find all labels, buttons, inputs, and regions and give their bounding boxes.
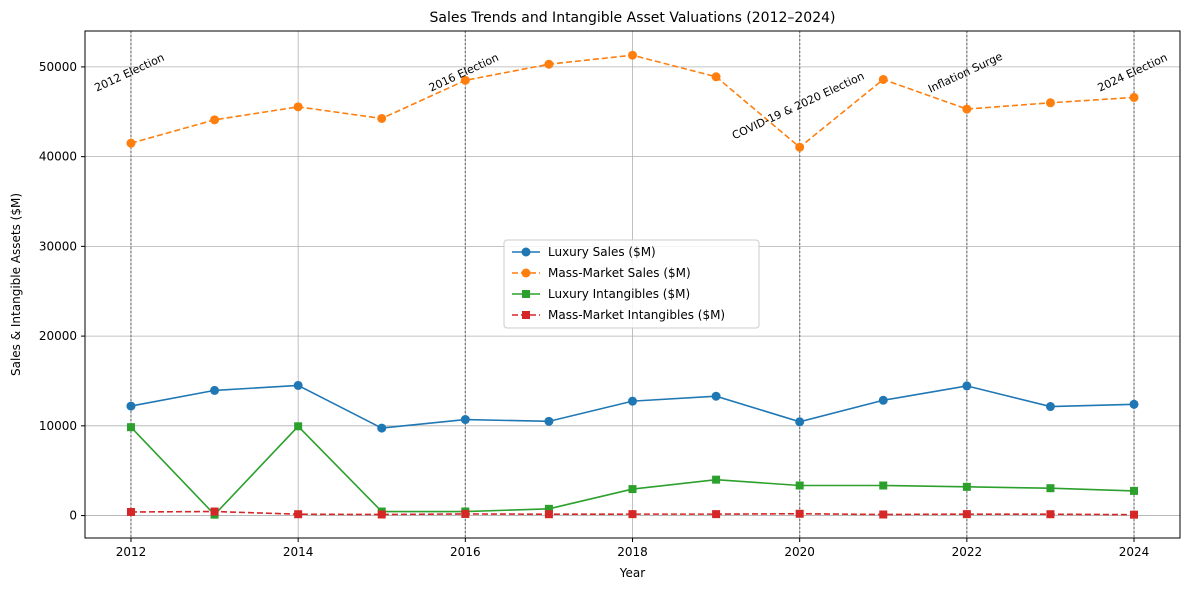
data-point	[377, 113, 387, 123]
data-point	[795, 142, 805, 152]
data-point	[126, 507, 135, 516]
data-point	[1129, 399, 1139, 409]
data-point	[126, 423, 135, 432]
series-layer	[126, 50, 1139, 519]
chart-title: Sales Trends and Intangible Asset Valuat…	[430, 10, 836, 26]
data-point	[460, 75, 470, 85]
legend-entry-label: Mass-Market Intangibles ($M)	[548, 308, 725, 322]
data-point	[1045, 402, 1055, 412]
data-point	[878, 395, 888, 405]
y-axis-label: Sales & Intangible Assets ($M)	[9, 193, 23, 376]
data-point	[1129, 92, 1139, 102]
data-point	[544, 59, 554, 69]
annotation-lines-layer	[130, 31, 1135, 538]
data-point	[962, 381, 972, 391]
legend-entry-label: Luxury Sales ($M)	[548, 245, 656, 259]
data-point	[544, 510, 553, 519]
data-point	[1046, 484, 1055, 493]
x-tick-label: 2014	[283, 545, 314, 559]
data-point	[711, 391, 721, 401]
y-tick-label: 20000	[39, 329, 77, 343]
x-axis-label: Year	[619, 566, 645, 580]
data-point	[460, 415, 470, 425]
legend-box	[503, 239, 760, 329]
data-point	[1130, 510, 1139, 519]
data-point	[461, 509, 470, 518]
x-tick-label: 2024	[1119, 545, 1150, 559]
legend-swatch-marker	[522, 290, 530, 298]
data-point	[210, 507, 219, 516]
axis-ticks-layer: 2012 2014 2016 2018 2020 2022 2024 0 10000 20000 3…	[39, 60, 1149, 559]
data-point	[210, 115, 220, 125]
data-point	[795, 509, 804, 518]
data-point	[210, 385, 220, 395]
legend-swatch-marker	[521, 268, 531, 278]
x-tick-label: 2012	[116, 545, 147, 559]
data-point	[962, 482, 971, 491]
data-point	[1045, 98, 1055, 108]
data-point	[628, 396, 637, 406]
data-point	[126, 401, 136, 411]
data-point	[879, 510, 888, 519]
data-point	[878, 74, 888, 84]
series-0	[126, 380, 1139, 433]
data-point	[879, 481, 888, 490]
data-point	[544, 504, 553, 513]
y-tick-label: 50000	[39, 60, 77, 74]
data-point	[294, 422, 303, 431]
legend: Luxury Sales ($M) Mass-Market Sales ($M) L…	[503, 239, 760, 329]
data-point	[377, 423, 387, 433]
data-point	[377, 510, 386, 519]
data-point	[1130, 486, 1139, 495]
legend-entry-label: Luxury Intangibles ($M)	[548, 287, 690, 301]
legend-swatch-marker	[522, 311, 530, 319]
data-point	[294, 510, 303, 519]
x-tick-label: 2018	[617, 545, 648, 559]
series-3	[126, 507, 1139, 519]
x-tick-label: 2020	[784, 545, 815, 559]
data-point	[293, 380, 303, 390]
series-1	[126, 50, 1139, 152]
data-point	[544, 416, 554, 426]
data-point	[711, 72, 721, 82]
data-point	[126, 138, 136, 148]
data-point	[628, 50, 637, 60]
x-tick-label: 2016	[450, 545, 481, 559]
y-tick-label: 40000	[39, 150, 77, 164]
y-tick-label: 0	[69, 509, 77, 523]
legend-entry-label: Mass-Market Sales ($M)	[548, 266, 691, 280]
data-point	[628, 485, 637, 494]
data-point	[795, 417, 805, 427]
data-point	[712, 475, 721, 484]
y-tick-label: 10000	[39, 419, 77, 433]
data-point	[962, 510, 971, 519]
x-tick-label: 2022	[952, 545, 983, 559]
data-point	[628, 510, 637, 519]
data-point	[1046, 510, 1055, 519]
data-point	[795, 481, 804, 490]
y-tick-label: 30000	[39, 239, 77, 253]
data-point	[962, 104, 972, 114]
data-point	[293, 102, 303, 112]
legend-swatch-marker	[521, 247, 531, 257]
data-point	[712, 510, 721, 519]
